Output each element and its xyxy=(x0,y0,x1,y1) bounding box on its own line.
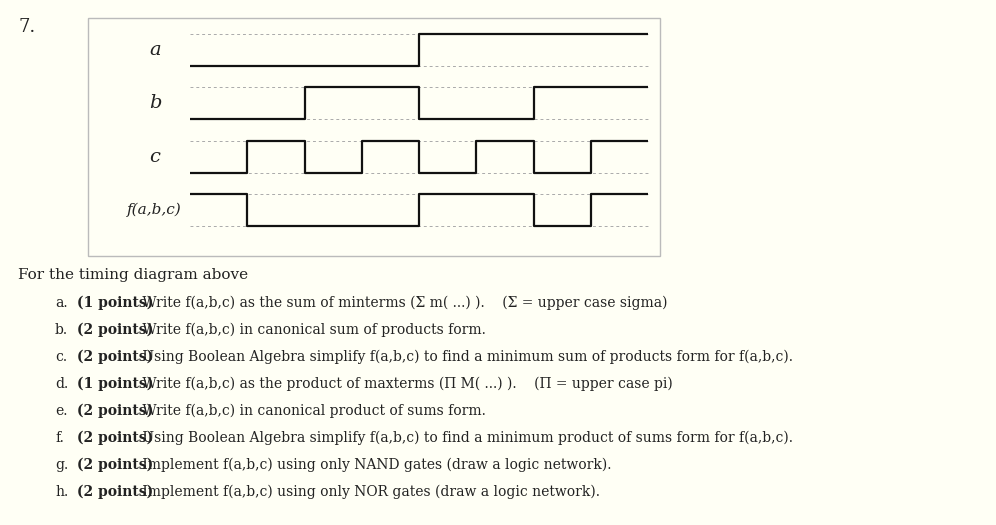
Text: (2 points): (2 points) xyxy=(77,323,153,338)
Text: Using Boolean Algebra simplify f(a,b,c) to find a minimum product of sums form f: Using Boolean Algebra simplify f(a,b,c) … xyxy=(138,431,793,445)
Text: (2 points): (2 points) xyxy=(77,431,153,445)
Text: (2 points): (2 points) xyxy=(77,404,153,418)
Text: c.: c. xyxy=(55,350,67,364)
Text: e.: e. xyxy=(55,404,68,418)
Text: (2 points): (2 points) xyxy=(77,485,153,499)
Text: (2 points): (2 points) xyxy=(77,350,153,364)
Text: d.: d. xyxy=(55,377,69,391)
Text: h.: h. xyxy=(55,485,69,499)
Text: f.: f. xyxy=(55,431,64,445)
Text: Write f(a,b,c) in canonical sum of products form.: Write f(a,b,c) in canonical sum of produ… xyxy=(138,323,486,338)
Text: b.: b. xyxy=(55,323,68,337)
Bar xyxy=(88,18,660,256)
Text: a: a xyxy=(149,41,160,59)
Text: For the timing diagram above: For the timing diagram above xyxy=(18,268,248,282)
Text: b: b xyxy=(148,94,161,112)
Text: Using Boolean Algebra simplify f(a,b,c) to find a minimum sum of products form f: Using Boolean Algebra simplify f(a,b,c) … xyxy=(138,350,793,364)
Text: Implement f(a,b,c) using only NAND gates (draw a logic network).: Implement f(a,b,c) using only NAND gates… xyxy=(138,458,612,472)
Text: Write f(a,b,c) as the product of maxterms (Π M( ...) ).    (Π = upper case pi): Write f(a,b,c) as the product of maxterm… xyxy=(138,377,672,392)
Text: Write f(a,b,c) in canonical product of sums form.: Write f(a,b,c) in canonical product of s… xyxy=(138,404,486,418)
Text: (1 points): (1 points) xyxy=(77,377,153,392)
Text: Implement f(a,b,c) using only NOR gates (draw a logic network).: Implement f(a,b,c) using only NOR gates … xyxy=(138,485,600,499)
Text: Write f(a,b,c) as the sum of minterms (Σ m( ...) ).    (Σ = upper case sigma): Write f(a,b,c) as the sum of minterms (Σ… xyxy=(138,296,667,310)
Text: a.: a. xyxy=(55,296,68,310)
Text: f(a,b,c): f(a,b,c) xyxy=(127,203,182,217)
Text: 7.: 7. xyxy=(18,18,35,36)
Text: g.: g. xyxy=(55,458,69,472)
Text: c: c xyxy=(149,148,160,166)
Text: (2 points): (2 points) xyxy=(77,458,153,472)
Text: (1 points): (1 points) xyxy=(77,296,153,310)
